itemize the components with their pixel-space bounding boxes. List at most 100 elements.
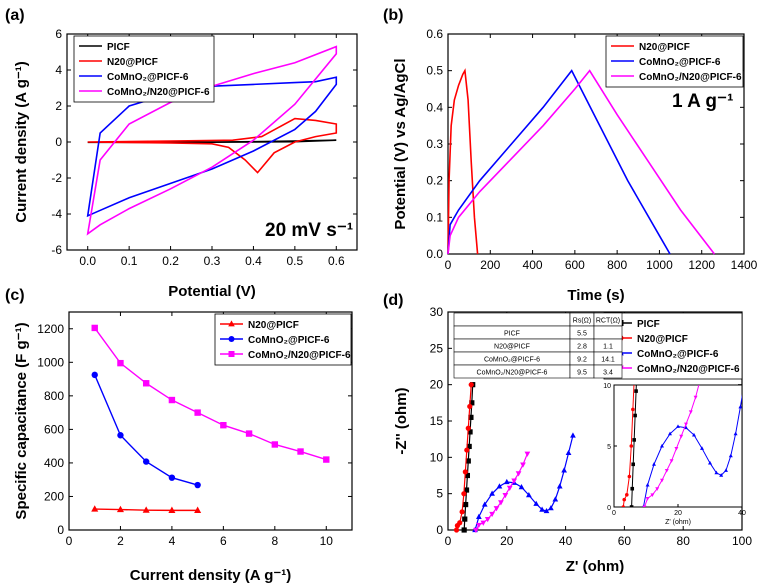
y-tick-label: 0 (55, 135, 62, 149)
data-point (462, 469, 468, 475)
y-tick-label: -2 (51, 171, 62, 185)
panel-1-annotation: 1 A g⁻¹ (672, 91, 733, 112)
data-point (533, 500, 540, 506)
data-point (463, 487, 470, 493)
legend-entry: CoMnO₂/N20@PICF-6 (637, 364, 740, 375)
gcd-curve-CoMnO2@PICF-6 (447, 69, 671, 255)
legend-marker (228, 336, 235, 342)
x-tick-label: 10 (320, 534, 334, 548)
x-tick-label: 0.4 (245, 254, 262, 268)
y-tick-label: -6 (51, 243, 62, 257)
table-header: RCT(Ω) (596, 318, 620, 325)
y-tick-label: 0.1 (426, 210, 443, 224)
y-tick-label: 10 (430, 450, 444, 464)
data-point (323, 456, 330, 463)
data-point (461, 527, 467, 533)
table-header: Rs(Ω) (573, 318, 591, 325)
x-tick-label: 40 (559, 534, 573, 548)
data-point (465, 425, 471, 431)
legend-entry: CoMnO₂/N20@PICF-6 (248, 350, 351, 361)
data-point (168, 506, 176, 513)
y-tick-label: 4 (55, 63, 62, 77)
data-point (116, 505, 124, 513)
data-point (484, 517, 491, 523)
x-tick-label: 0.5 (287, 254, 304, 268)
data-point (511, 478, 518, 484)
inset-point (719, 473, 724, 477)
y-tick-label: 30 (430, 305, 444, 319)
data-point (457, 520, 463, 526)
y-tick-label: 1000 (37, 355, 64, 369)
y-tick-label: -4 (51, 207, 62, 221)
inset-point (748, 346, 752, 350)
legend-entry: N20@PICF (107, 57, 158, 68)
panel-1-legend: N20@PICF CoMnO₂@PICF-6 CoMnO₂/N20@PICF-6 (605, 35, 744, 88)
cv-loop-CoMnO2/N20@PICF-6 (86, 45, 338, 236)
data-point (468, 414, 474, 420)
data-point (525, 492, 532, 498)
inset-point (743, 376, 747, 380)
data-point (548, 505, 554, 511)
data-point (489, 490, 495, 496)
panel-1-xlabel: Time (s) (567, 287, 624, 304)
legend-entry: CoMnO₂@PICF-6 (107, 72, 189, 83)
y-tick-label: 2 (55, 99, 62, 113)
inset-point (637, 261, 641, 265)
data-point (480, 520, 487, 526)
data-point (539, 506, 545, 512)
x-tick-label: 1000 (646, 258, 673, 272)
data-point (142, 380, 150, 387)
panel-1-axes: 0 200 400 600 800 1000 1200 1400 0.0 0.1 0.2 0.3 0.4… (383, 7, 758, 304)
inset-point (645, 482, 650, 487)
inset-point (728, 453, 733, 458)
inset-point (684, 422, 688, 427)
legend-entry: CoMnO₂@PICF-6 (637, 349, 719, 360)
table-cell: PICF (504, 331, 520, 338)
inset-y-tick-label: 0 (607, 505, 611, 512)
data-point (464, 472, 471, 479)
data-point (464, 447, 470, 453)
x-tick-label: 0.0 (79, 254, 96, 268)
data-point (515, 471, 522, 477)
y-tick-label: 25 (430, 341, 444, 355)
data-point (194, 409, 201, 416)
inset-point (629, 505, 634, 507)
x-tick-label: 0 (66, 534, 73, 548)
legend-entry: CoMnO₂/N20@PICF-6 (107, 87, 210, 98)
panel-0-label: (a) (5, 7, 25, 24)
data-point (142, 458, 150, 465)
data-point (520, 462, 526, 468)
legend-entry: N20@PICF (639, 42, 690, 53)
y-tick-label: 5 (436, 487, 443, 501)
inset-line-N20@PICF (622, 385, 635, 507)
y-tick-label: 400 (44, 456, 64, 470)
inset-point (738, 404, 742, 409)
data-point (194, 481, 201, 489)
inset-point (655, 487, 660, 491)
inset-point (633, 413, 637, 418)
legend-entry: N20@PICF (637, 334, 688, 345)
y-tick-label: 0 (436, 523, 443, 537)
x-tick-label: 100 (732, 534, 752, 548)
panel-3-legend: PICF N20@PICF CoMnO₂@PICF-6 CoMnO₂/N20@PICF… (603, 312, 743, 380)
resistance-table: Rs(Ω) RCT(Ω) PICF 5.5 N20@PICF 2.8 1.1 CoMnO₂@P… (453, 312, 623, 379)
table-cell: 5.5 (577, 331, 587, 338)
inset-point (634, 389, 638, 393)
legend-entry: PICF (637, 319, 660, 330)
inset-point (708, 460, 712, 465)
inset-y-tick-label: 5 (607, 444, 611, 451)
gcd-curve-CoMnO2/N20@PICF-6 (447, 69, 716, 255)
x-tick-label: 80 (677, 534, 691, 548)
y-tick-label: 0.4 (426, 100, 443, 114)
inset-plot: 0 20 40 0 5 10 Z' (ohm) (603, 261, 752, 526)
panel-2-label: (c) (5, 287, 25, 304)
rate-line-CoMnO2@PICF-6 (94, 374, 198, 486)
data-point (459, 509, 465, 515)
table-cell: 14.1 (601, 357, 615, 364)
y-tick-label: 0.0 (426, 247, 443, 261)
data-point (493, 506, 500, 512)
data-point (117, 432, 124, 439)
y-tick-label: 15 (430, 414, 444, 428)
data-point (467, 429, 473, 435)
x-tick-label: 1400 (731, 258, 758, 272)
